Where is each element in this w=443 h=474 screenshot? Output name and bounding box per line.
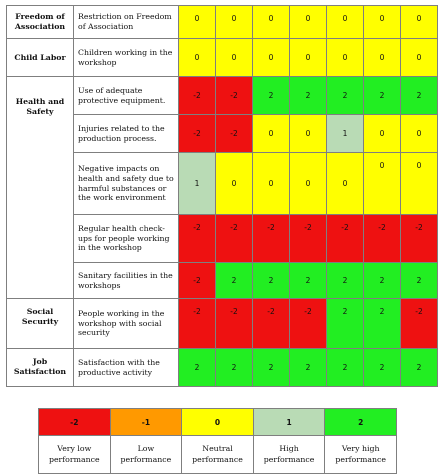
score-cell: 0 <box>215 38 253 77</box>
score-cell: -2 <box>178 76 216 115</box>
score-cell: 0 <box>400 5 438 39</box>
score-cell: 0 <box>400 38 438 77</box>
score-cell: -2 <box>178 114 216 153</box>
score-cell: 2 <box>252 262 290 299</box>
score-cell: 2 <box>289 76 327 115</box>
score-cell: 1 <box>178 152 216 215</box>
legend-table: -2 -1 0 1 2 Very low performance Low perfo… <box>38 408 397 474</box>
score-cell: -2 <box>215 114 253 153</box>
score-cell: 0 <box>326 5 364 39</box>
score-cell: 0 <box>215 152 253 215</box>
score-cell: 0 <box>178 5 216 39</box>
table-row: Negative impacts on health and safety du… <box>7 152 438 215</box>
score-cell: -2 <box>215 298 253 349</box>
score-cell: 0 <box>326 152 364 215</box>
legend-label: Very low performance <box>38 435 111 474</box>
score-cell: 2 <box>215 262 253 299</box>
category-cell: Social Security <box>6 298 74 349</box>
legend-values-row: -2 -1 0 1 2 <box>38 408 397 436</box>
score-cell: 2 <box>363 348 401 387</box>
score-cell: 2 <box>326 298 364 349</box>
score-cell: 0 <box>215 5 253 39</box>
indicator-cell: Satisfaction with the productive activit… <box>73 348 179 387</box>
indicator-cell: Use of adequate protective equipment. <box>73 76 179 115</box>
performance-table: Freedom of Association Restriction on Fr… <box>6 5 438 387</box>
score-cell: -2 <box>215 76 253 115</box>
score-cell: 1 <box>326 114 364 153</box>
indicator-cell: Regular health check-ups for people work… <box>73 214 179 263</box>
score-cell: -2 <box>400 298 438 349</box>
indicator-cell: Restriction on Freedom of Association <box>73 5 179 39</box>
score-cell: 2 <box>252 76 290 115</box>
score-cell: -2 <box>252 298 290 349</box>
category-cell: Child Labor <box>6 38 74 77</box>
score-cell: -2 <box>178 262 216 299</box>
indicator-cell: Children working in the workshop <box>73 38 179 77</box>
score-cell: 0 <box>400 114 438 153</box>
score-cell: -2 <box>289 214 327 263</box>
legend-value: 1 <box>252 408 326 436</box>
score-cell: 0 <box>289 5 327 39</box>
indicator-cell: Sanitary facilities in the workshops <box>73 262 179 299</box>
score-cell: 0 <box>252 5 290 39</box>
legend-label: Very high performance <box>324 435 397 474</box>
legend-value: -2 <box>38 408 111 436</box>
table-row: Child Labor Children working in the work… <box>6 38 438 77</box>
table-row: Social Security People working in the wo… <box>6 298 438 349</box>
legend-label: High performance <box>252 435 326 474</box>
score-cell: 2 <box>363 76 401 115</box>
score-cell: 0 <box>363 5 401 39</box>
category-cell: Health and Safety <box>6 76 74 299</box>
score-cell: 2 <box>289 348 327 387</box>
score-cell: 0 <box>363 114 401 153</box>
legend-value: -1 <box>109 408 183 436</box>
score-cell: 0 <box>289 38 327 77</box>
indicator-cell: People working in the workshop with soci… <box>73 298 179 349</box>
score-cell: 0 <box>326 38 364 77</box>
indicator-cell: Negative impacts on health and safety du… <box>73 152 179 215</box>
table-row: Job Satisfaction Satisfaction with the p… <box>6 348 438 387</box>
score-cell: 0 <box>178 38 216 77</box>
table-row: Regular health check-ups for people work… <box>7 214 438 263</box>
table-row: Health and Safety Use of adequate protec… <box>6 76 438 299</box>
score-cell: 0 <box>289 152 327 215</box>
score-cell: 0 <box>400 152 438 215</box>
table-row: Injuries related to the production proce… <box>7 114 438 153</box>
score-cell: 2 <box>400 262 438 299</box>
category-cell: Job Satisfaction <box>6 348 74 387</box>
legend-value: 2 <box>324 408 397 436</box>
score-cell: -2 <box>363 214 401 263</box>
score-cell: 2 <box>178 348 216 387</box>
score-cell: -2 <box>252 214 290 263</box>
score-cell: -2 <box>289 298 327 349</box>
score-cell: 2 <box>400 76 438 115</box>
score-cell: 2 <box>326 262 364 299</box>
score-cell: 0 <box>363 152 401 215</box>
score-cell: -2 <box>178 214 216 263</box>
legend-labels-row: Very low performance Low performance Neutr… <box>38 435 397 474</box>
score-cell: 2 <box>215 348 253 387</box>
score-cell: 0 <box>252 38 290 77</box>
score-cell: 0 <box>289 114 327 153</box>
score-cell: -2 <box>400 214 438 263</box>
score-cell: 0 <box>252 114 290 153</box>
indicator-cell: Injuries related to the production proce… <box>73 114 179 153</box>
category-cell: Freedom of Association <box>6 5 74 39</box>
score-cell: 2 <box>252 348 290 387</box>
legend-label: Neutral performance <box>181 435 254 474</box>
table-row: Freedom of Association Restriction on Fr… <box>6 5 438 39</box>
score-cell: -2 <box>326 214 364 263</box>
legend-label: Low performance <box>109 435 183 474</box>
score-cell: 2 <box>400 348 438 387</box>
score-cell: 0 <box>252 152 290 215</box>
score-cell: 2 <box>326 348 364 387</box>
score-cell: 2 <box>289 262 327 299</box>
score-cell: 2 <box>326 76 364 115</box>
score-cell: -2 <box>178 298 216 349</box>
score-cell: 2 <box>363 298 401 349</box>
score-cell: -2 <box>215 214 253 263</box>
score-cell: 0 <box>363 38 401 77</box>
legend-value: 0 <box>181 408 254 436</box>
score-cell: 2 <box>363 262 401 299</box>
